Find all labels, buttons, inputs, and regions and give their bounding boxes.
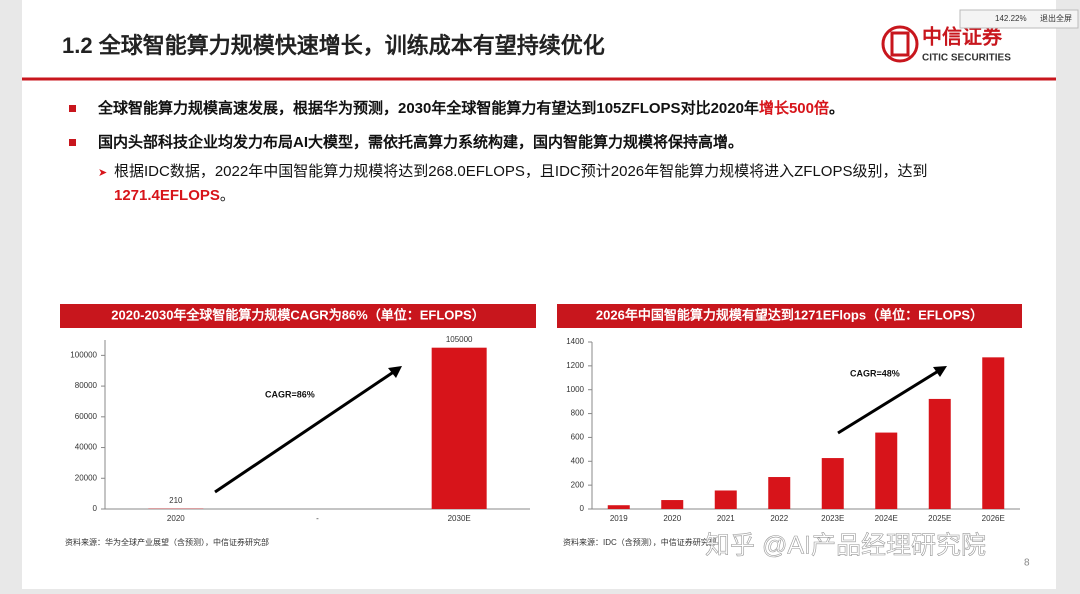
bar	[929, 399, 951, 509]
chart-title: 2020-2030年全球智能算力规模CAGR为86%（单位：EFLOPS）	[111, 307, 484, 322]
y-tick-label: 1200	[566, 361, 584, 370]
y-tick-label: 20000	[75, 473, 98, 482]
y-tick-label: 1000	[566, 385, 584, 394]
exit-fullscreen[interactable]: 退出全屏	[1040, 13, 1072, 23]
bar	[982, 357, 1004, 509]
zoom-level: 142.22%	[995, 14, 1027, 23]
x-tick-label: 2024E	[875, 514, 898, 523]
bar	[432, 348, 487, 509]
chart-title: 2026年中国智能算力规模有望达到1271EFlops（单位：EFLOPS）	[596, 307, 983, 322]
source-note: 资料来源：IDC（含预测），中信证券研究部	[563, 537, 717, 547]
y-tick-label: 100000	[70, 350, 97, 359]
x-tick-label: 2026E	[982, 514, 1005, 523]
logo-en: CITIC SECURITIES	[922, 53, 1011, 64]
data-label: 210	[169, 496, 183, 505]
x-tick-label: 2021	[717, 514, 735, 523]
y-tick-label: 1400	[566, 337, 584, 346]
x-tick-label: -	[316, 514, 319, 523]
y-tick-label: 600	[571, 433, 585, 442]
bar	[768, 477, 790, 509]
watermark: 知乎 @AI产品经理研究院	[705, 532, 986, 560]
bar	[822, 458, 844, 509]
bar	[661, 500, 683, 509]
y-tick-label: 800	[571, 409, 585, 418]
y-tick-label: 0	[93, 504, 98, 513]
source-note: 资料来源：华为全球产业展望（含预测），中信证券研究部	[65, 537, 269, 547]
y-tick-label: 200	[571, 480, 585, 489]
y-tick-label: 40000	[75, 443, 98, 452]
bar	[608, 505, 630, 509]
sub-bullet: 根据IDC数据，2022年中国智能算力规模将达到268.0EFLOPS，且IDC…	[114, 160, 1014, 208]
sub-bullet-marker: ➤	[98, 167, 107, 179]
sub-bullet-box: 根据IDC数据，2022年中国智能算力规模将达到268.0EFLOPS，且IDC…	[114, 160, 1014, 210]
y-tick-label: 0	[580, 504, 585, 513]
x-tick-label: 2025E	[928, 514, 951, 523]
x-tick-label: 2020	[167, 514, 185, 523]
data-label: 105000	[446, 335, 473, 344]
bar	[875, 433, 897, 509]
bar	[715, 490, 737, 509]
page-number: 8	[1024, 558, 1030, 569]
x-tick-label: 2019	[610, 514, 628, 523]
annotation: CAGR=86%	[265, 389, 315, 399]
y-tick-label: 80000	[75, 381, 98, 390]
bullet-marker	[69, 139, 76, 146]
y-tick-label: 400	[571, 456, 585, 465]
slide-title: 1.2 全球智能算力规模快速增长，训练成本有望持续优化	[62, 33, 605, 58]
x-tick-label: 2023E	[821, 514, 844, 523]
x-tick-label: 2020	[663, 514, 681, 523]
bullet: 全球智能算力规模高速发展，根据华为预测，2030年全球智能算力有望达到105ZF…	[97, 99, 844, 117]
bullet: 国内头部科技企业均发力布局AI大模型，需依托高算力系统构建，国内智能算力规模将保…	[98, 133, 743, 151]
annotation: CAGR=48%	[850, 368, 900, 378]
y-tick-label: 60000	[75, 412, 98, 421]
x-tick-label: 2030E	[448, 514, 471, 523]
bullet-marker	[69, 105, 76, 112]
x-tick-label: 2022	[770, 514, 788, 523]
